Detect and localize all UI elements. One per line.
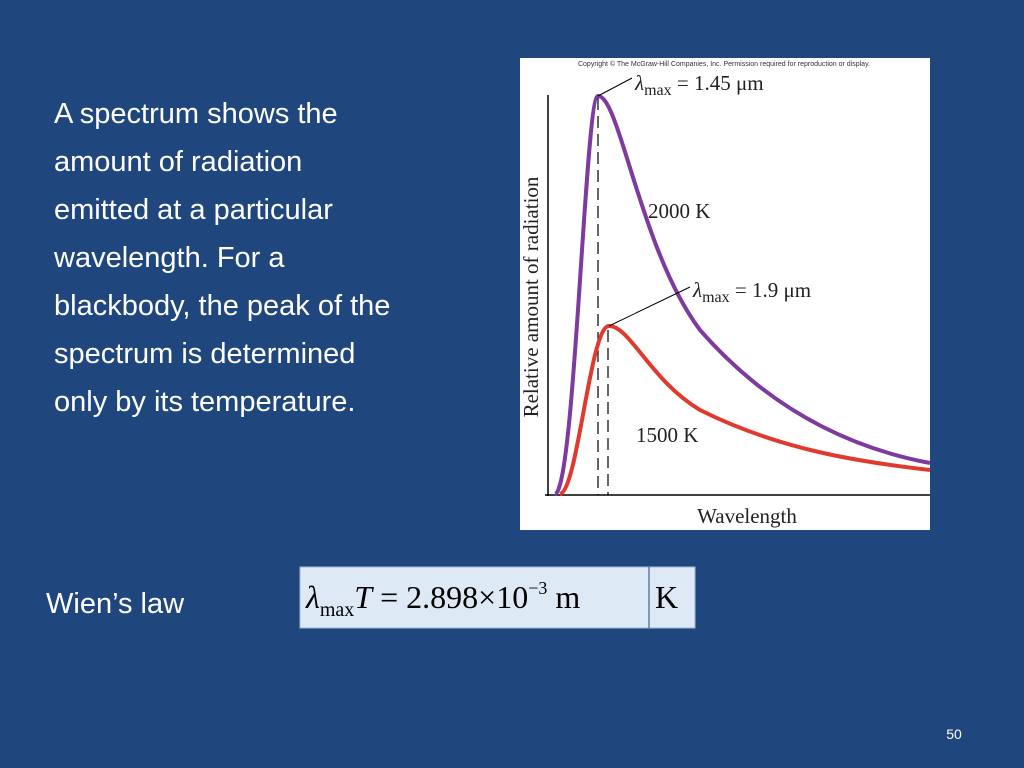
body-line: amount of radiation [54,146,302,178]
curve-label: 2000 K [648,199,710,223]
y-axis-label: Relative amount of radiation [519,176,543,417]
leader-line [608,286,691,327]
body-line: blackbody, the peak of the [54,290,390,322]
formula-box [299,566,696,629]
curve-1500k [558,323,931,496]
body-line: spectrum is determined [54,338,355,370]
figure-panel [520,58,930,530]
variable: T [354,579,374,615]
value: = 1.9 μm [730,278,811,302]
value: = 2.898×10 [372,579,528,615]
symbol: λ [692,278,702,302]
unit: m [547,579,580,615]
x-axis-label: Wavelength [697,504,797,528]
leader-line [597,77,633,97]
formula: λmaxT = 2.898×10−3 m [305,578,580,621]
subscript: max [702,289,730,306]
page-number: 50 [946,726,962,742]
unit: K [655,579,678,615]
symbol: λ [634,71,644,95]
body-text: A spectrum shows the amount of radiation e… [53,98,390,418]
body-line: A spectrum shows the [54,98,338,130]
subscript: max [320,599,354,621]
subscript: max [644,82,672,99]
peak-label: λmax = 1.9 μm [692,278,811,306]
body-line: only by its temperature. [54,386,355,418]
curve-label: 1500 K [636,423,698,447]
body-line: wavelength. For a [53,242,285,274]
body-line: emitted at a particular [54,194,333,226]
law-name: Wien’s law [46,588,185,620]
value: = 1.45 μm [672,71,764,95]
symbol: λ [305,579,320,615]
exponent: −3 [528,578,547,598]
peak-label: λmax = 1.45 μm [634,71,764,99]
copyright: Copyright © The McGraw-Hill Companies, I… [578,60,870,68]
curve-2000k [553,93,931,496]
